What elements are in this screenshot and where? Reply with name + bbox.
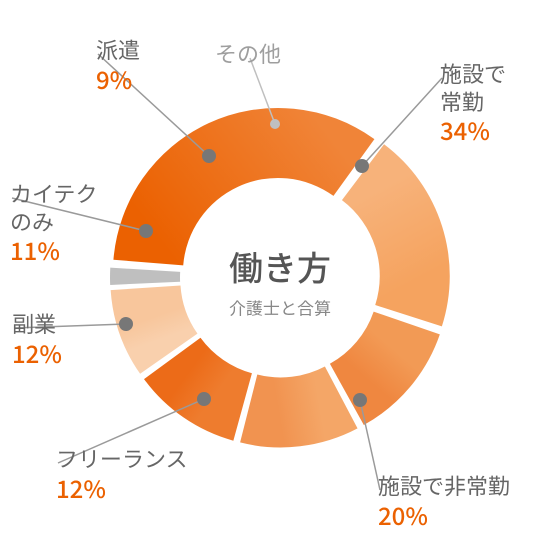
label-1: 施設で非常勤20% xyxy=(378,472,510,530)
label-pct-4: 11% xyxy=(10,235,98,265)
center-label: 働き方 介護士と合算 xyxy=(200,241,360,319)
label-name-1: 施設で非常勤 xyxy=(378,472,510,500)
label-pct-3: 12% xyxy=(12,338,62,368)
label-6: その他 xyxy=(215,40,281,68)
label-name-2: フリーランス xyxy=(56,445,188,473)
label-3: 副業12% xyxy=(12,310,62,368)
center-subtitle: 介護士と合算 xyxy=(200,294,360,319)
label-2: フリーランス12% xyxy=(56,445,188,503)
label-pct-1: 20% xyxy=(378,500,510,530)
label-0: 施設で常勤34% xyxy=(440,60,506,145)
center-title: 働き方 xyxy=(200,241,360,290)
donut-chart: 働き方 介護士と合算 xyxy=(70,68,490,493)
slice-6 xyxy=(110,268,180,285)
label-name-0: 施設で常勤 xyxy=(440,60,506,115)
label-4: カイテクのみ11% xyxy=(10,180,98,265)
label-pct-2: 12% xyxy=(56,473,188,503)
label-name-4: カイテクのみ xyxy=(10,180,98,235)
label-name-6: その他 xyxy=(215,40,281,68)
label-5: 派遣9% xyxy=(96,36,140,94)
label-name-5: 派遣 xyxy=(96,36,140,64)
label-name-3: 副業 xyxy=(12,310,62,338)
label-pct-0: 34% xyxy=(440,115,506,145)
label-pct-5: 9% xyxy=(96,64,140,94)
